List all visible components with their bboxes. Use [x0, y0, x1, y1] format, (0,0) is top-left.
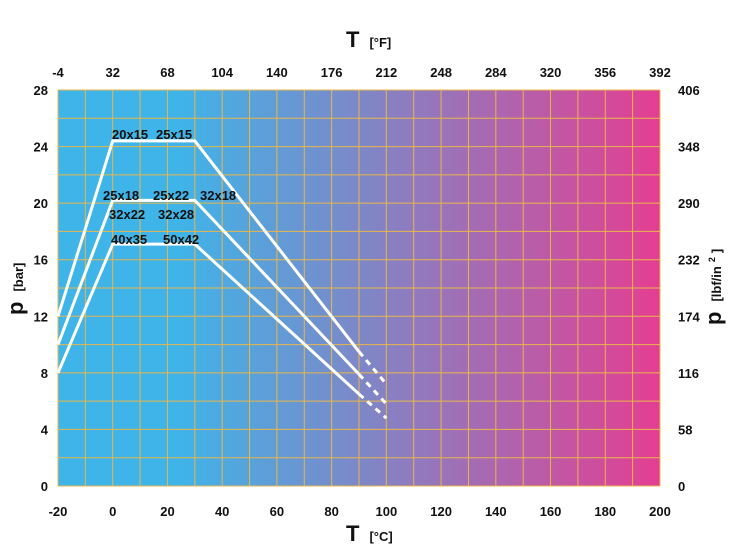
x-axis-top-unit: [°F] — [369, 35, 391, 50]
x-tick-label: 80 — [324, 504, 338, 519]
curve-1 — [56, 139, 361, 353]
y-right-tick-label: 0 — [678, 479, 685, 494]
y-axis-left-ticks: 0 4 8 12 16 20 24 28 — [34, 83, 49, 494]
x-top-tick-label: 356 — [594, 65, 616, 80]
y-axis-right-ticks: 0 58 116 174 232 290 348 406 — [678, 83, 700, 494]
y-axis-right-unit-close: ] — [709, 249, 724, 253]
x-top-tick-label: -4 — [52, 65, 64, 80]
y-right-tick-label: 174 — [678, 309, 700, 324]
y-tick-label: 8 — [41, 366, 48, 381]
x-top-tick-label: 32 — [105, 65, 119, 80]
curve-label: 32x18 — [200, 188, 236, 203]
x-top-tick-label: 104 — [211, 65, 233, 80]
y-right-tick-label: 232 — [678, 253, 700, 268]
y-tick-label: 20 — [34, 196, 48, 211]
x-axis-top-title: T [°F] — [346, 27, 391, 52]
y-right-tick-label: 116 — [678, 366, 699, 381]
x-axis-bottom-ticks: -20 0 20 40 60 80 100 120 140 160 180 200 — [49, 504, 671, 519]
curve-label: 25x22 — [153, 188, 189, 203]
x-axis-bottom-unit: [°C] — [369, 529, 392, 544]
y-tick-label: 4 — [41, 422, 49, 437]
x-tick-label: 180 — [594, 504, 616, 519]
y-tick-label: 12 — [34, 309, 48, 324]
y-axis-left-unit: [bar] — [11, 263, 26, 292]
y-axis-right-symbol: p — [701, 312, 726, 325]
x-top-tick-label: 68 — [160, 65, 174, 80]
y-axis-left-title: p [bar] — [3, 263, 28, 315]
curve-label: 20x15 — [112, 127, 148, 142]
curve-label: 25x18 — [103, 188, 139, 203]
x-top-tick-label: 284 — [485, 65, 507, 80]
curves — [56, 139, 388, 420]
y-right-tick-label: 290 — [678, 196, 700, 211]
curve-2-extension — [357, 373, 388, 405]
x-axis-top-ticks: -4 32 68 104 140 176 212 248 284 320 356 392 — [52, 65, 671, 80]
y-axis-left-symbol: p — [3, 302, 28, 315]
curve-label: 50x42 — [163, 232, 199, 247]
x-top-tick-label: 248 — [430, 65, 452, 80]
x-axis-bottom-title: T [°C] — [346, 521, 393, 546]
curve-labels: 20x15 25x15 25x18 25x22 32x18 32x22 32x28 40x35… — [103, 127, 236, 247]
x-top-tick-label: 212 — [376, 65, 398, 80]
x-top-tick-label: 320 — [540, 65, 562, 80]
x-axis-top-symbol: T — [346, 27, 360, 52]
x-top-tick-label: 176 — [321, 65, 343, 80]
y-tick-label: 16 — [34, 253, 48, 268]
curve-3 — [56, 242, 361, 396]
y-tick-label: 28 — [34, 83, 48, 98]
y-right-tick-label: 58 — [678, 422, 692, 437]
curve-label: 40x35 — [111, 232, 147, 247]
curve-label: 32x22 — [109, 207, 145, 222]
y-axis-right-unit: [lbf/in — [709, 266, 724, 301]
x-tick-label: 60 — [270, 504, 284, 519]
x-axis-bottom-symbol: T — [346, 521, 360, 546]
x-tick-label: 0 — [109, 504, 116, 519]
curve-label: 32x28 — [158, 207, 194, 222]
curve-2 — [56, 198, 361, 376]
x-tick-label: 20 — [160, 504, 174, 519]
y-right-tick-label: 406 — [678, 83, 700, 98]
x-tick-label: -20 — [49, 504, 68, 519]
grid-lines — [57, 89, 661, 487]
y-right-tick-label: 348 — [678, 140, 700, 155]
x-tick-label: 140 — [485, 504, 507, 519]
curve-1-extension — [357, 350, 388, 386]
x-tick-label: 100 — [376, 504, 398, 519]
x-top-tick-label: 392 — [649, 65, 671, 80]
y-tick-label: 0 — [41, 479, 48, 494]
x-tick-label: 120 — [430, 504, 452, 519]
x-tick-label: 200 — [649, 504, 671, 519]
x-tick-label: 160 — [540, 504, 562, 519]
y-axis-right-title: p [lbf/in 2 ] — [701, 249, 726, 325]
x-tick-label: 40 — [215, 504, 229, 519]
curve-label: 25x15 — [156, 127, 192, 142]
y-axis-right-unit-sup: 2 — [707, 257, 717, 262]
y-tick-label: 24 — [34, 140, 49, 155]
x-top-tick-label: 140 — [266, 65, 288, 80]
